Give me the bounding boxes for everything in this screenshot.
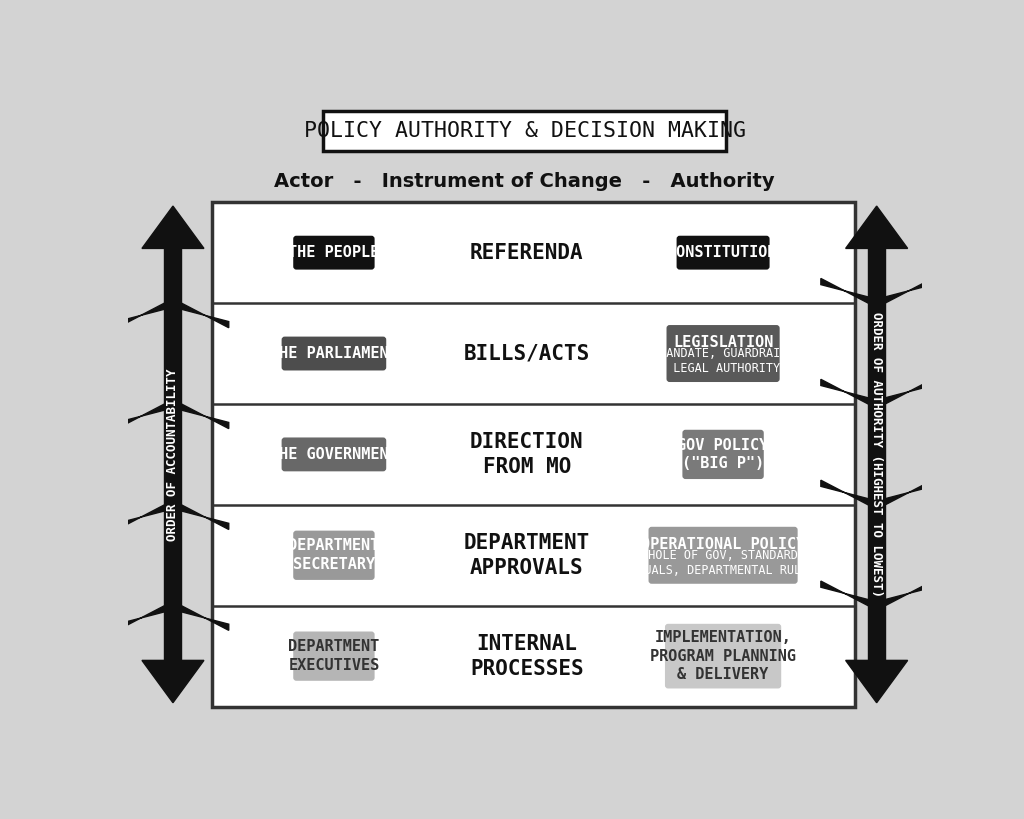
Bar (165, 248, 181, 660)
Polygon shape (821, 379, 933, 404)
Bar (868, 248, 885, 660)
Text: DEPARTMENT
EXECUTIVES: DEPARTMENT EXECUTIVES (289, 640, 380, 673)
Polygon shape (142, 660, 204, 703)
Text: BILLS/ACTS: BILLS/ACTS (464, 343, 590, 364)
FancyBboxPatch shape (293, 531, 375, 580)
Polygon shape (117, 303, 228, 328)
Text: DEPARTMENT
SECRETARY: DEPARTMENT SECRETARY (289, 538, 380, 572)
Text: POLICY AUTHORITY & DECISION MAKING: POLICY AUTHORITY & DECISION MAKING (304, 120, 745, 141)
Text: LEGISLATION: LEGISLATION (673, 335, 773, 351)
FancyBboxPatch shape (293, 631, 375, 681)
Text: THE PEOPLE: THE PEOPLE (289, 245, 380, 260)
Polygon shape (821, 278, 933, 303)
Text: ORDER OF ACCOUNTABILITY: ORDER OF ACCOUNTABILITY (167, 369, 179, 541)
Text: GOV POLICY
("BIG P"): GOV POLICY ("BIG P") (678, 437, 769, 471)
Text: REFERENDA: REFERENDA (470, 242, 584, 263)
Text: THE PARLIAMENT: THE PARLIAMENT (270, 346, 397, 361)
Text: (MANDATE, GUARDRAILS
& LEGAL AUTHORITY): (MANDATE, GUARDRAILS & LEGAL AUTHORITY) (652, 347, 795, 375)
Text: THE GOVERNMENT: THE GOVERNMENT (270, 447, 397, 462)
FancyBboxPatch shape (682, 430, 764, 479)
Text: ORDER OF AUTHORITY (HIGHEST TO LOWEST): ORDER OF AUTHORITY (HIGHEST TO LOWEST) (870, 312, 883, 597)
Polygon shape (846, 206, 907, 248)
Text: DEPARTMENT
APPROVALS: DEPARTMENT APPROVALS (464, 533, 590, 577)
Polygon shape (821, 581, 933, 606)
Text: DIRECTION
FROM MO: DIRECTION FROM MO (470, 432, 584, 477)
Text: INTERNAL
PROCESSES: INTERNAL PROCESSES (470, 634, 584, 679)
FancyBboxPatch shape (677, 236, 770, 269)
Polygon shape (117, 404, 228, 428)
Polygon shape (821, 480, 933, 505)
Polygon shape (117, 505, 228, 529)
Polygon shape (142, 206, 204, 248)
Bar (324, 111, 726, 151)
Text: Actor   -   Instrument of Change   -   Authority: Actor - Instrument of Change - Authority (274, 172, 775, 191)
FancyBboxPatch shape (282, 337, 386, 370)
Polygon shape (117, 606, 228, 631)
Text: IMPLEMENTATION,
PROGRAM PLANNING
& DELIVERY: IMPLEMENTATION, PROGRAM PLANNING & DELIV… (650, 630, 796, 682)
FancyBboxPatch shape (282, 437, 386, 472)
Text: (WHOLE OF GOV, STANDARDS,
MANUALS, DEPARTMENTAL RULES): (WHOLE OF GOV, STANDARDS, MANUALS, DEPAR… (624, 549, 823, 577)
Bar (212, 202, 855, 707)
FancyBboxPatch shape (293, 236, 375, 269)
Polygon shape (846, 660, 907, 703)
FancyBboxPatch shape (667, 325, 779, 382)
FancyBboxPatch shape (665, 624, 781, 689)
Text: CONSTITUTION: CONSTITUTION (669, 245, 778, 260)
Text: OPERATIONAL POLICY: OPERATIONAL POLICY (641, 537, 805, 552)
FancyBboxPatch shape (648, 527, 798, 584)
